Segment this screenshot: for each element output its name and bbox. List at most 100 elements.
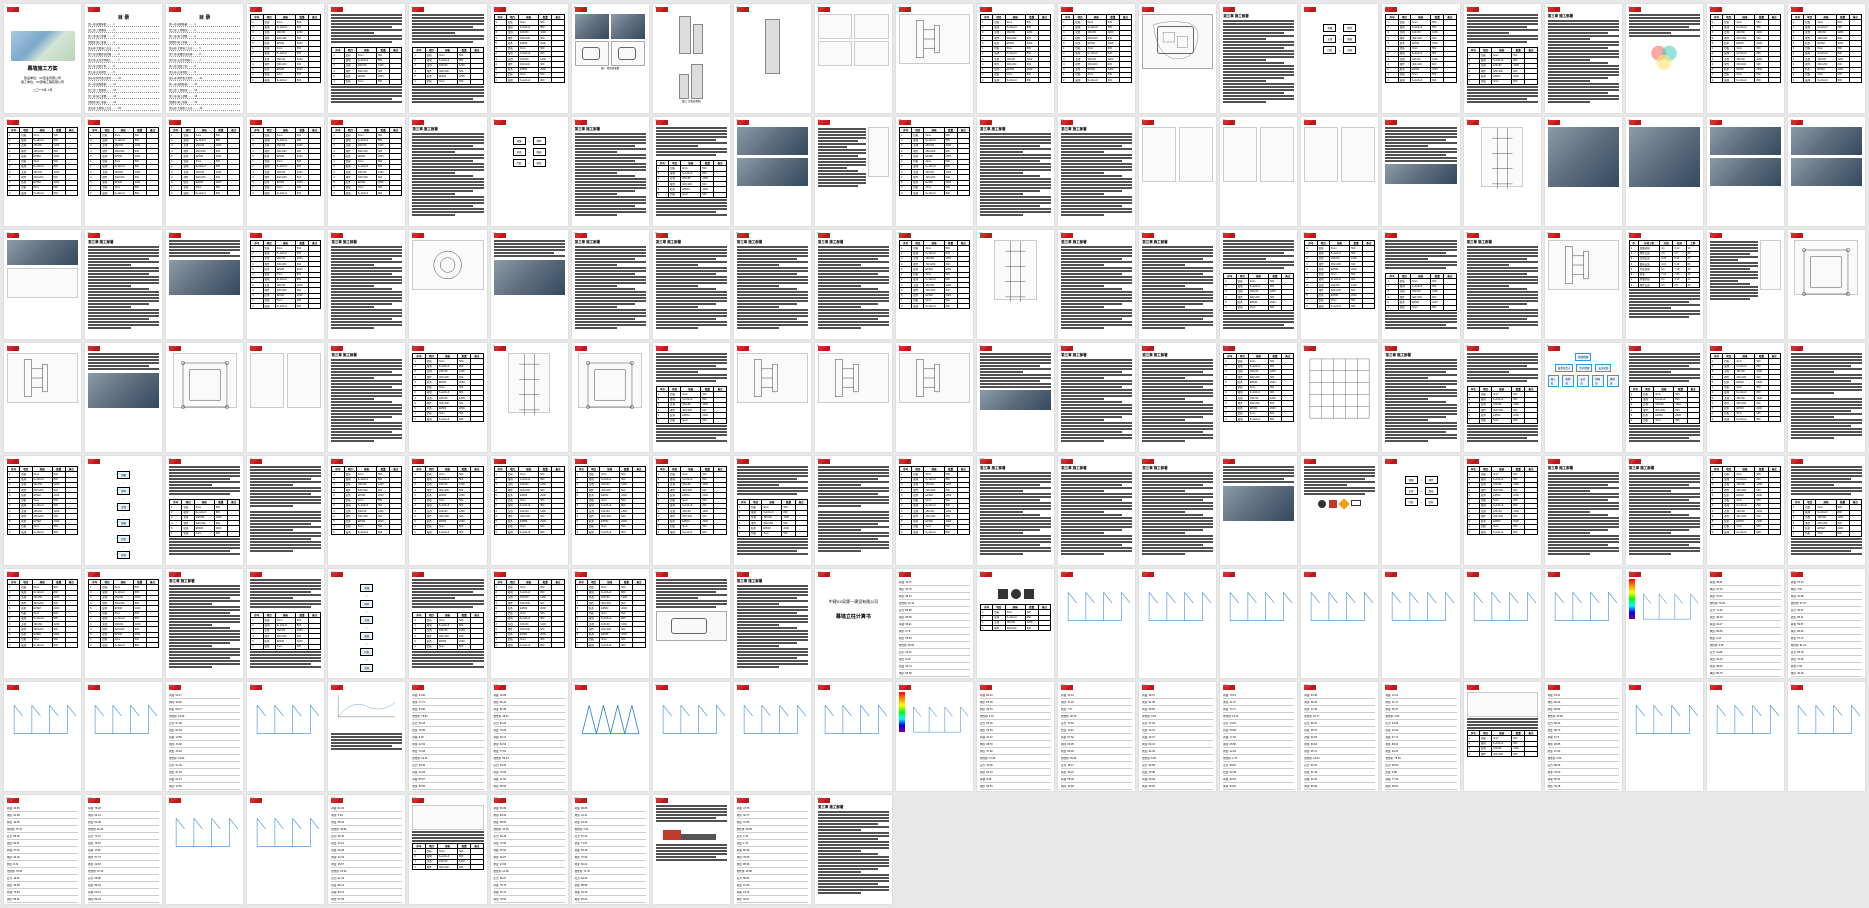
page-thumbnail[interactable] bbox=[572, 682, 649, 791]
page-thumbnail[interactable] bbox=[247, 682, 324, 791]
page-thumbnail[interactable]: 序号项目规格数量备注1铝板3mm5002玻璃6+12A+68003龙骨160×6… bbox=[977, 569, 1054, 678]
page-thumbnail[interactable]: 目 录第一章 编制依据 ........ 1第二章 工程概况 ........ … bbox=[166, 4, 243, 113]
page-thumbnail[interactable] bbox=[734, 4, 811, 113]
page-thumbnail[interactable] bbox=[896, 4, 973, 113]
page-thumbnail[interactable]: 序号项目规格数量备注1铝板3mm5002玻璃6+12A+68003龙骨160×6… bbox=[572, 569, 649, 678]
page-thumbnail[interactable]: 第三章 施工部署 bbox=[653, 230, 730, 339]
page-thumbnail[interactable] bbox=[1058, 569, 1135, 678]
page-thumbnail[interactable]: 序号项目规格数量备注1铝板3mm5002玻璃6+12A+68003龙骨160×6… bbox=[653, 343, 730, 452]
page-thumbnail[interactable]: 第三章 施工部署 bbox=[572, 230, 649, 339]
page-thumbnail[interactable] bbox=[815, 682, 892, 791]
page-thumbnail[interactable]: 序号项目规格数量备注1铝板3mm5002玻璃6+12A+68003龙骨160×6… bbox=[1220, 343, 1297, 452]
page-thumbnail[interactable] bbox=[977, 343, 1054, 452]
page-thumbnail[interactable]: 荷载: 51.95风压: 63.95跨度: 98.50惯性矩: 31.45应力:… bbox=[491, 795, 568, 904]
page-thumbnail[interactable] bbox=[1464, 569, 1541, 678]
page-thumbnail[interactable]: 序号项目规格数量备注1铝板3mm5002玻璃6+12A+68003龙骨160×6… bbox=[1707, 4, 1784, 113]
page-thumbnail[interactable] bbox=[85, 682, 162, 791]
page-thumbnail[interactable]: 荷载: 47.75风压: 36.77跨度: 72.58惯性矩: 34.86应力:… bbox=[734, 795, 811, 904]
page-thumbnail[interactable]: 第三章 施工部署 bbox=[85, 230, 162, 339]
page-thumbnail[interactable]: 第三章 施工部署 bbox=[1058, 117, 1135, 226]
page-thumbnail[interactable]: 序号项目规格数量备注1铝板3mm5002玻璃6+12A+68003龙骨160×6… bbox=[166, 456, 243, 565]
page-thumbnail[interactable]: 第三章 施工部署 bbox=[1139, 230, 1216, 339]
page-thumbnail[interactable]: 第三章 施工部署 bbox=[166, 569, 243, 678]
page-thumbnail[interactable] bbox=[247, 456, 324, 565]
page-thumbnail[interactable]: 第三章 施工部署 bbox=[328, 230, 405, 339]
page-thumbnail[interactable] bbox=[1788, 117, 1865, 226]
page-thumbnail[interactable] bbox=[1707, 230, 1784, 339]
page-thumbnail[interactable]: 序号项目规格数量备注1铝板3mm5002玻璃6+12A+68003龙骨160×6… bbox=[491, 4, 568, 113]
page-thumbnail[interactable]: 序号项目规格数量备注1铝板3mm5002玻璃6+12A+68003龙骨160×6… bbox=[1788, 456, 1865, 565]
page-thumbnail[interactable]: 序号项目规格数量备注1铝板3mm5002玻璃6+12A+68003龙骨160×6… bbox=[409, 4, 486, 113]
page-thumbnail[interactable]: 第三章 施工部署 bbox=[977, 456, 1054, 565]
page-thumbnail[interactable] bbox=[1626, 569, 1703, 678]
page-thumbnail[interactable] bbox=[247, 795, 324, 904]
page-thumbnail[interactable]: 序号项目规格数量备注1铝板3mm5002玻璃6+12A+68003龙骨160×6… bbox=[977, 4, 1054, 113]
page-thumbnail[interactable]: 第三章 施工部署 bbox=[1139, 456, 1216, 565]
page-thumbnail[interactable]: 序号项目规格数量备注1铝板3mm5002玻璃6+12A+68003龙骨160×6… bbox=[1220, 230, 1297, 339]
page-thumbnail[interactable]: 序号项目规格数量备注1铝板3mm5002玻璃6+12A+68003龙骨160×6… bbox=[734, 456, 811, 565]
page-thumbnail[interactable]: 序号项目规格数量备注1铝板3mm5002玻璃6+12A+68003龙骨160×6… bbox=[653, 456, 730, 565]
page-thumbnail[interactable]: 第三章 施工部署 bbox=[1058, 456, 1135, 565]
page-thumbnail[interactable] bbox=[166, 795, 243, 904]
page-thumbnail[interactable]: 第三章 施工部署 bbox=[1545, 4, 1622, 113]
page-thumbnail[interactable] bbox=[653, 569, 730, 678]
page-thumbnail[interactable]: 序号项目规格数量备注1铝板3mm5002玻璃6+12A+68003龙骨160×6… bbox=[1788, 4, 1865, 113]
page-thumbnail[interactable]: 序号项目规格数量备注1铝板3mm5002玻璃6+12A+68003龙骨160×6… bbox=[4, 117, 81, 226]
page-thumbnail[interactable]: 第三章 施工部署 bbox=[1464, 230, 1541, 339]
page-thumbnail[interactable] bbox=[815, 456, 892, 565]
page-thumbnail[interactable]: 序号项目规格数量备注1铝板3mm5002玻璃6+12A+68003龙骨160×6… bbox=[4, 569, 81, 678]
page-thumbnail[interactable]: 序号项目规格数量备注1铝板3mm5002玻璃6+12A+68003龙骨160×6… bbox=[491, 569, 568, 678]
page-thumbnail[interactable]: 序号项目规格数量备注1铝板3mm5002玻璃6+12A+68003龙骨160×6… bbox=[896, 230, 973, 339]
page-thumbnail[interactable] bbox=[491, 230, 568, 339]
page-thumbnail[interactable] bbox=[4, 682, 81, 791]
page-thumbnail[interactable]: 序号项目规格数量备注1铝板3mm5002玻璃6+12A+68003龙骨160×6… bbox=[653, 117, 730, 226]
page-thumbnail[interactable]: 序号项目规格数量备注1铝板3mm5002玻璃6+12A+68003龙骨160×6… bbox=[896, 456, 973, 565]
page-thumbnail[interactable] bbox=[1788, 230, 1865, 339]
page-thumbnail[interactable]: 序号项目规格数量备注1铝板3mm5002玻璃6+12A+68003龙骨160×6… bbox=[328, 117, 405, 226]
page-thumbnail[interactable]: 测量→埋件龙骨→面板打胶→验收 bbox=[491, 117, 568, 226]
page-thumbnail[interactable]: 序分项工程开始结束工期1测量放线3.13.10102埋件安装3.54.5303龙… bbox=[1626, 230, 1703, 339]
page-thumbnail[interactable] bbox=[815, 4, 892, 113]
page-thumbnail[interactable] bbox=[896, 343, 973, 452]
page-thumbnail[interactable] bbox=[1545, 569, 1622, 678]
page-thumbnail[interactable]: 序号项目规格数量备注1铝板3mm5002玻璃6+12A+68003龙骨160×6… bbox=[409, 795, 486, 904]
page-thumbnail[interactable]: 序号项目规格数量备注1铝板3mm5002玻璃6+12A+68003龙骨160×6… bbox=[409, 343, 486, 452]
page-thumbnail[interactable] bbox=[409, 230, 486, 339]
page-thumbnail[interactable] bbox=[1626, 4, 1703, 113]
page-thumbnail[interactable] bbox=[653, 795, 730, 904]
page-thumbnail[interactable] bbox=[977, 230, 1054, 339]
page-thumbnail[interactable]: 序号项目规格数量备注1铝板3mm5002玻璃6+12A+68003龙骨160×6… bbox=[409, 569, 486, 678]
page-thumbnail[interactable]: 荷载: 78.28风压: 62.13跨度: 61.99惯性矩: 22.25应力:… bbox=[85, 795, 162, 904]
page-thumbnail[interactable]: 序号项目规格数量备注1铝板3mm5002玻璃6+12A+68003龙骨160×6… bbox=[85, 117, 162, 226]
page-thumbnail[interactable]: 序号项目规格数量备注1铝板3mm5002玻璃6+12A+68003龙骨160×6… bbox=[896, 117, 973, 226]
page-thumbnail[interactable]: 序号项目规格数量备注1铝板3mm5002玻璃6+12A+68003龙骨160×6… bbox=[247, 569, 324, 678]
page-thumbnail[interactable] bbox=[572, 343, 649, 452]
page-thumbnail[interactable]: 荷载: 54.51风压: 69.29跨度: 96.90惯性矩: 26.83应力:… bbox=[1545, 682, 1622, 791]
page-thumbnail[interactable]: 目 录第一章 编制依据 ........ 1第二章 工程概况 ........ … bbox=[85, 4, 162, 113]
page-thumbnail[interactable] bbox=[1301, 569, 1378, 678]
page-thumbnail[interactable] bbox=[1788, 343, 1865, 452]
page-thumbnail[interactable]: 第三章 施工部署 bbox=[1139, 343, 1216, 452]
page-thumbnail[interactable] bbox=[1545, 230, 1622, 339]
page-thumbnail[interactable] bbox=[896, 682, 973, 791]
page-thumbnail[interactable]: 荷载: 68.85风压: 24.11跨度: 94.33惯性矩: 6.24应力: … bbox=[572, 795, 649, 904]
page-thumbnail[interactable]: 序号项目规格数量备注1铝板3mm5002玻璃6+12A+68003龙骨160×6… bbox=[1707, 343, 1784, 452]
page-thumbnail[interactable]: 荷载: 34.61风压: 31.23跨度: 7.37惯性矩: 28.75应力: … bbox=[1058, 682, 1135, 791]
page-thumbnail[interactable]: 第三章 施工部署 bbox=[977, 117, 1054, 226]
page-thumbnail[interactable] bbox=[491, 343, 568, 452]
page-thumbnail[interactable]: 第三章 施工部署 bbox=[734, 569, 811, 678]
page-thumbnail[interactable] bbox=[1220, 456, 1297, 565]
page-thumbnail[interactable] bbox=[734, 117, 811, 226]
page-thumbnail[interactable] bbox=[1788, 682, 1865, 791]
page-thumbnail[interactable]: 荷载: 44.30风压: 17.71跨度: 64.50惯性矩: 79.83应力:… bbox=[409, 682, 486, 791]
page-thumbnail[interactable] bbox=[1301, 343, 1378, 452]
page-thumbnail[interactable]: 序号项目规格数量备注1铝板3mm5002玻璃6+12A+68003龙骨160×6… bbox=[1464, 4, 1541, 113]
page-thumbnail[interactable]: 序号项目规格数量备注1铝板3mm5002玻璃6+12A+68003龙骨160×6… bbox=[328, 4, 405, 113]
page-thumbnail[interactable]: 序号项目规格数量备注1铝板3mm5002玻璃6+12A+68003龙骨160×6… bbox=[1626, 343, 1703, 452]
page-thumbnail[interactable]: 幕墙施工方案建设单位：XX置业有限公司施工单位：XX幕墙工程有限公司二〇一X年 … bbox=[4, 4, 81, 113]
page-thumbnail[interactable]: 第三章 施工部署 bbox=[815, 230, 892, 339]
page-thumbnail[interactable]: 序号项目规格数量备注1铝板3mm5002玻璃6+12A+68003龙骨160×6… bbox=[1382, 4, 1459, 113]
page-thumbnail[interactable] bbox=[328, 682, 405, 791]
page-thumbnail[interactable]: 序号项目规格数量备注1铝板3mm5002玻璃6+12A+68003龙骨160×6… bbox=[1464, 343, 1541, 452]
page-thumbnail[interactable]: 序号项目规格数量备注1铝板3mm5002玻璃6+12A+68003龙骨160×6… bbox=[1464, 682, 1541, 791]
